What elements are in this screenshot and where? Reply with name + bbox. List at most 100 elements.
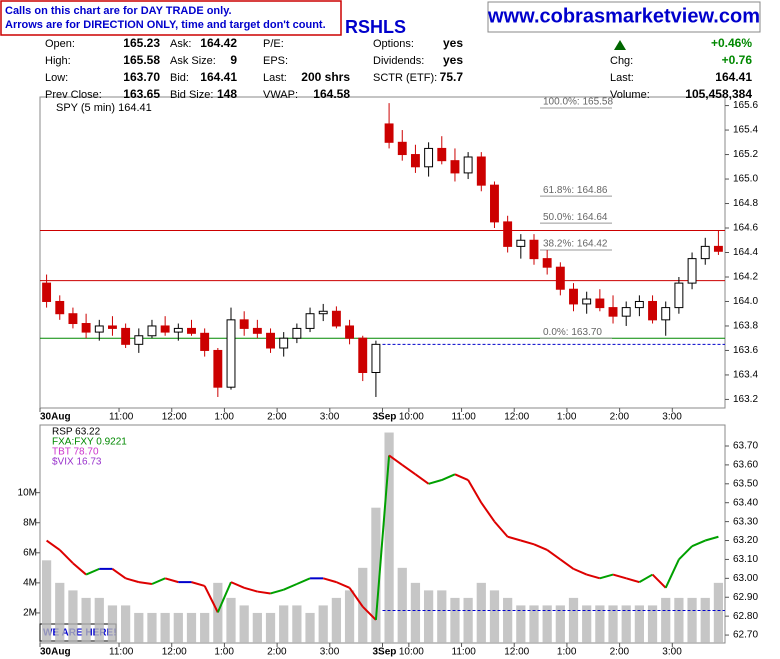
rsp-segment — [493, 520, 509, 538]
symbol: RSHLS — [345, 17, 406, 37]
quote-value: 148 — [217, 87, 237, 101]
volume-bar — [713, 582, 724, 643]
volume-bar — [516, 605, 526, 643]
candle-body — [226, 319, 236, 388]
volume-bar — [463, 597, 473, 643]
volume-bar — [239, 605, 249, 643]
rsp-segment — [335, 581, 350, 589]
candle-body — [621, 307, 631, 317]
candle-body — [437, 147, 447, 162]
rsp-segment — [388, 454, 403, 466]
candle-body — [516, 239, 526, 247]
candle-body — [173, 327, 183, 333]
rsp-segment — [348, 587, 364, 608]
quote-value: 200 shrs — [301, 70, 350, 84]
volume-bar — [134, 612, 144, 643]
quote-value: 165.58 — [123, 53, 160, 67]
candle-body — [213, 349, 223, 388]
quote-label: Options: — [373, 38, 414, 50]
fib-label: 61.8%: 164.86 — [543, 185, 608, 196]
quote-value: 163.65 — [123, 87, 160, 101]
candle-body — [476, 156, 486, 186]
y-tick-label: 164.6 — [733, 223, 758, 234]
x-tick-label: 12:00 — [504, 412, 529, 423]
volume-bar — [437, 590, 447, 643]
x-tick-label: 2:00 — [610, 412, 630, 423]
quote-value: +0.46% — [711, 36, 752, 50]
candle-body — [94, 325, 104, 333]
y-tick-label: 164.0 — [733, 296, 758, 307]
rsp-segment — [520, 539, 535, 546]
site: www.cobrasmarketview.com — [487, 5, 760, 27]
candle-body — [160, 325, 170, 333]
rsp-segment — [441, 473, 456, 481]
y2-tick-label: 10M — [18, 487, 37, 498]
x-tick-label: 12:00 — [162, 412, 187, 423]
volume-bar — [41, 560, 52, 643]
rsp-segment — [270, 588, 284, 595]
notice-box — [0, 0, 342, 36]
x-tick-label: 2:00 — [610, 647, 630, 658]
quote-value: yes — [443, 53, 463, 67]
rsp-segment — [401, 464, 417, 476]
quote-value: +0.76 — [722, 53, 753, 67]
rsp-segment — [230, 581, 245, 589]
volume-bar — [81, 597, 91, 643]
y-tick-label: 63.60 — [733, 460, 758, 471]
quote-value: 164.41 — [715, 70, 752, 84]
rsp-segment — [586, 573, 601, 580]
volume-bar — [331, 597, 342, 643]
y-tick-label: 63.20 — [733, 535, 758, 546]
rsp-segment — [480, 502, 496, 523]
quote-label: Last: — [610, 72, 634, 84]
rsp-segment — [664, 559, 680, 589]
candle-body — [42, 282, 52, 302]
quote-label: Chg: — [610, 55, 633, 67]
volume-bar — [608, 605, 618, 643]
annotation: WE ARE HERE! — [43, 628, 117, 639]
legend-entry: $VIX 16.73 — [52, 457, 102, 468]
rsp-segment — [296, 577, 311, 585]
candle-body — [121, 327, 131, 345]
candle-body — [542, 258, 552, 268]
volume-bar — [94, 597, 104, 643]
y-tick-label: 164.4 — [733, 247, 758, 258]
volume-bar — [186, 612, 197, 643]
rsp-segment — [638, 573, 654, 583]
y-tick-label: 63.50 — [733, 478, 758, 489]
y-tick-label: 63.00 — [733, 573, 758, 584]
candle-body — [674, 282, 684, 309]
rsp-segment — [546, 549, 561, 561]
rsp-segment — [374, 455, 391, 621]
x-tick-label: 30Aug — [40, 412, 71, 423]
candle-body — [108, 325, 117, 329]
volume-bar — [529, 605, 539, 643]
rsp-segment — [625, 577, 640, 584]
quote-value: 163.70 — [123, 70, 160, 84]
quote-value: 9 — [230, 53, 237, 67]
volume-bar — [397, 567, 407, 643]
y-tick-label: 62.80 — [733, 611, 758, 622]
rsp-segment — [573, 567, 588, 576]
volume-bar — [450, 597, 460, 643]
y-tick-label: 165.0 — [733, 174, 758, 185]
rsp-segment — [257, 590, 271, 595]
candle-body — [252, 327, 262, 334]
quote-label: SCTR (ETF): — [373, 72, 437, 84]
rsp-segment — [507, 535, 522, 542]
candle-body — [331, 310, 341, 327]
candle-body — [503, 221, 513, 247]
x-tick-label: 12:00 — [504, 647, 529, 658]
candle-body — [555, 266, 565, 290]
candle-body — [55, 300, 65, 315]
x-tick-label: 3:00 — [662, 647, 682, 658]
x-tick-label: 2:00 — [267, 647, 287, 658]
volume-bar — [489, 590, 500, 643]
y-tick-label: 163.8 — [733, 321, 758, 332]
candle-body — [187, 327, 196, 334]
y-tick-label: 63.10 — [733, 554, 758, 565]
candle-body — [200, 332, 210, 351]
y-tick-label: 163.4 — [733, 370, 758, 381]
x-tick-label: 3:00 — [320, 412, 340, 423]
